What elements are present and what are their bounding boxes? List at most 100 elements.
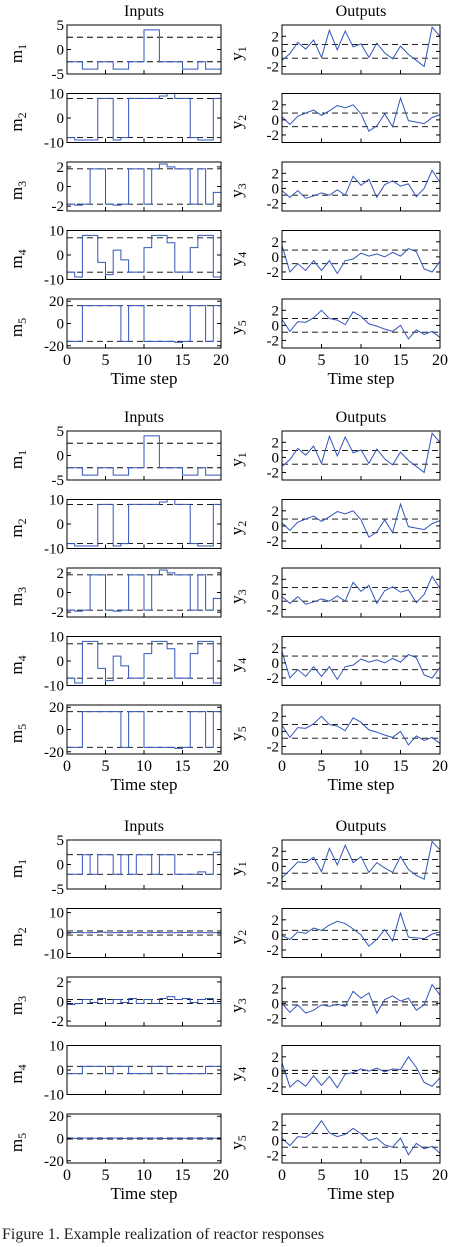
b1-out-y2-ylabel-text: y2 — [227, 115, 249, 130]
b1-out-y1-series-line — [281, 26, 441, 68]
b3-in-m2-series-line — [67, 931, 221, 934]
b2-in-m3-ylabel-text: m3 — [7, 587, 29, 606]
b3-in-m2-ytick-label: 0 — [57, 926, 65, 942]
b1-in-m5-xtick-label: 10 — [136, 352, 152, 369]
b2-out-y3-ytick-label: 2 — [272, 572, 280, 588]
b2-out-y1-ylabel-text: y1 — [227, 452, 249, 467]
b1-out-y2-ytick-label: 0 — [272, 113, 280, 129]
b2-out-y4-ytick-label: 2 — [272, 641, 280, 657]
b1-out-y3-series-line — [281, 169, 441, 199]
b3-out-y2-ylabel-text: y2 — [227, 930, 249, 945]
b1-in-m5-ylabel: m5 — [7, 318, 29, 337]
b3-in-m5-xtick-label: 10 — [136, 1167, 152, 1184]
b3-in-m1-ytick-label: 0 — [57, 858, 65, 874]
b2-out-y5-xtick-label: 5 — [318, 758, 326, 775]
b1-in-m3-ytick-label: 2 — [57, 160, 65, 176]
b1-outputs-xlabel: Time step — [328, 369, 395, 388]
b2-in-m4-ylabel-text: m4 — [7, 655, 29, 674]
b3-out-y4-ytick-label: 2 — [272, 1050, 280, 1066]
b1-in-m1-ytick-label: -5 — [52, 67, 65, 83]
b2-out-y1-ytick-label: 0 — [272, 450, 280, 466]
b1-in-m5-xtick-label: 0 — [63, 352, 71, 369]
b2-in-m3-series-line — [67, 569, 222, 612]
b2-in-m3-ytick-label: 2 — [57, 566, 65, 582]
b3-in-m3-ylabel: m3 — [7, 996, 29, 1015]
b3-out-y5-ytick-label: -2 — [267, 1148, 280, 1164]
b2-out-y4-ytick-label: 0 — [272, 656, 280, 672]
b1-in-m2-ytick-label: 0 — [57, 111, 65, 127]
b3-in-m4-ylabel-text: m4 — [7, 1064, 29, 1083]
b1-inputs-title: Inputs — [124, 3, 164, 20]
b1-in-m2-ylabel: m2 — [7, 112, 29, 131]
b3-outputs-xlabel: Time step — [328, 1184, 395, 1203]
b3-out-y2-ytick-label: 0 — [272, 928, 280, 944]
b2-out-y2-ytick-label: -2 — [267, 534, 280, 550]
b3-inputs-xlabel: Time step — [111, 1184, 178, 1203]
b2-out-y1-series-line — [281, 432, 441, 474]
b3-out-y5-xtick-label: 20 — [432, 1167, 448, 1184]
b3-in-m5-xtick-label: 5 — [102, 1167, 110, 1184]
b3-out-y3-ylabel-text: y3 — [227, 998, 249, 1013]
b2-outputs-xlabel: Time step — [328, 775, 395, 794]
b1-in-m4-ytick-label: -10 — [44, 273, 64, 289]
b3-in-m3-ytick-label: -2 — [52, 1014, 65, 1030]
b1-out-y5-xtick-label: 10 — [353, 352, 369, 369]
figure-caption: Figure 1. Example realization of reactor… — [2, 1226, 325, 1243]
b3-in-m4-ytick-label: 10 — [49, 1039, 64, 1055]
b2-out-y5-xtick-label: 20 — [432, 758, 448, 775]
b3-in-m5-ylabel: m5 — [7, 1133, 29, 1152]
b3-out-y2-ylabel: y2 — [227, 930, 249, 945]
b1-out-y5-xtick-label: 0 — [278, 352, 286, 369]
b2-out-y2-ytick-label: 2 — [272, 504, 280, 520]
b2-in-m5-ylabel: m5 — [7, 724, 29, 743]
b3-in-m2-ytick-label: 10 — [49, 906, 64, 922]
b2-out-y2-ylabel: y2 — [227, 521, 249, 536]
b1-out-y4-ylabel: y4 — [227, 252, 249, 267]
b1-in-m2-ytick-label: 10 — [49, 87, 64, 103]
b3-out-y4-ytick-label: 0 — [272, 1065, 280, 1081]
b2-out-y3-axes-frame — [281, 567, 441, 618]
b1-out-y5-ylabel: y5 — [227, 320, 249, 335]
b1-outputs-title: Outputs — [336, 3, 387, 20]
b1-in-m2-ytick-label: -10 — [44, 136, 64, 152]
b2-in-m2-ytick-label: 10 — [49, 493, 64, 509]
b2-in-m2-ytick-label: 0 — [57, 517, 65, 533]
b1-out-y4-ylabel-text: y4 — [227, 252, 249, 267]
b2-in-m5-ytick-label: 0 — [57, 723, 65, 739]
b1-in-m5-xtick-label: 15 — [175, 352, 191, 369]
b3-out-y5-ytick-label: 2 — [272, 1118, 280, 1134]
b1-out-y5-xtick-label: 15 — [393, 352, 409, 369]
b1-out-y1-ytick-label: 2 — [272, 29, 280, 45]
b1-in-m4-series-line — [67, 234, 221, 278]
b2-out-y5-ylabel: y5 — [227, 726, 249, 741]
b2-in-m1-ylabel-text: m1 — [7, 450, 29, 469]
b2-in-m2-ylabel-text: m2 — [7, 518, 29, 537]
b1-out-y3-ylabel-text: y3 — [227, 183, 249, 198]
b2-out-y3-ylabel: y3 — [227, 589, 249, 604]
b3-outputs-title: Outputs — [336, 818, 387, 835]
b3-out-y5-ylabel-text: y5 — [227, 1135, 249, 1150]
b3-in-m5-xtick-label: 20 — [213, 1167, 229, 1184]
b3-out-y3-ytick-label: 2 — [272, 981, 280, 997]
b1-in-m5-xtick-label: 20 — [213, 352, 229, 369]
b3-in-m4-ylabel: m4 — [7, 1064, 29, 1083]
b1-out-y5-ytick-label: 0 — [272, 318, 280, 334]
b3-out-y5-series-line — [281, 1119, 441, 1156]
b2-in-m3-ytick-label: 0 — [57, 586, 65, 602]
b1-in-m4-ytick-label: 10 — [49, 224, 64, 240]
b2-out-y4-series-line — [281, 651, 441, 681]
b2-out-y2-ylabel-text: y2 — [227, 521, 249, 536]
b1-out-y3-axes-frame — [281, 161, 441, 212]
b3-in-m5-xtick-label: 0 — [63, 1167, 71, 1184]
b2-outputs-title: Outputs — [336, 409, 387, 426]
b1-out-y2-ylabel: y2 — [227, 115, 249, 130]
b1-out-y5-axes-frame — [281, 298, 441, 349]
b3-in-m2-ylabel-text: m2 — [7, 927, 29, 946]
b3-in-m3-ytick-label: 0 — [57, 995, 65, 1011]
b1-in-m3-ytick-label: -2 — [52, 199, 65, 215]
b2-in-m2-series-line — [67, 499, 222, 547]
b3-out-y1-ylabel: y1 — [227, 861, 249, 876]
b1-in-m4-ylabel-text: m4 — [7, 249, 29, 268]
b1-out-y3-ytick-label: 2 — [272, 166, 280, 182]
